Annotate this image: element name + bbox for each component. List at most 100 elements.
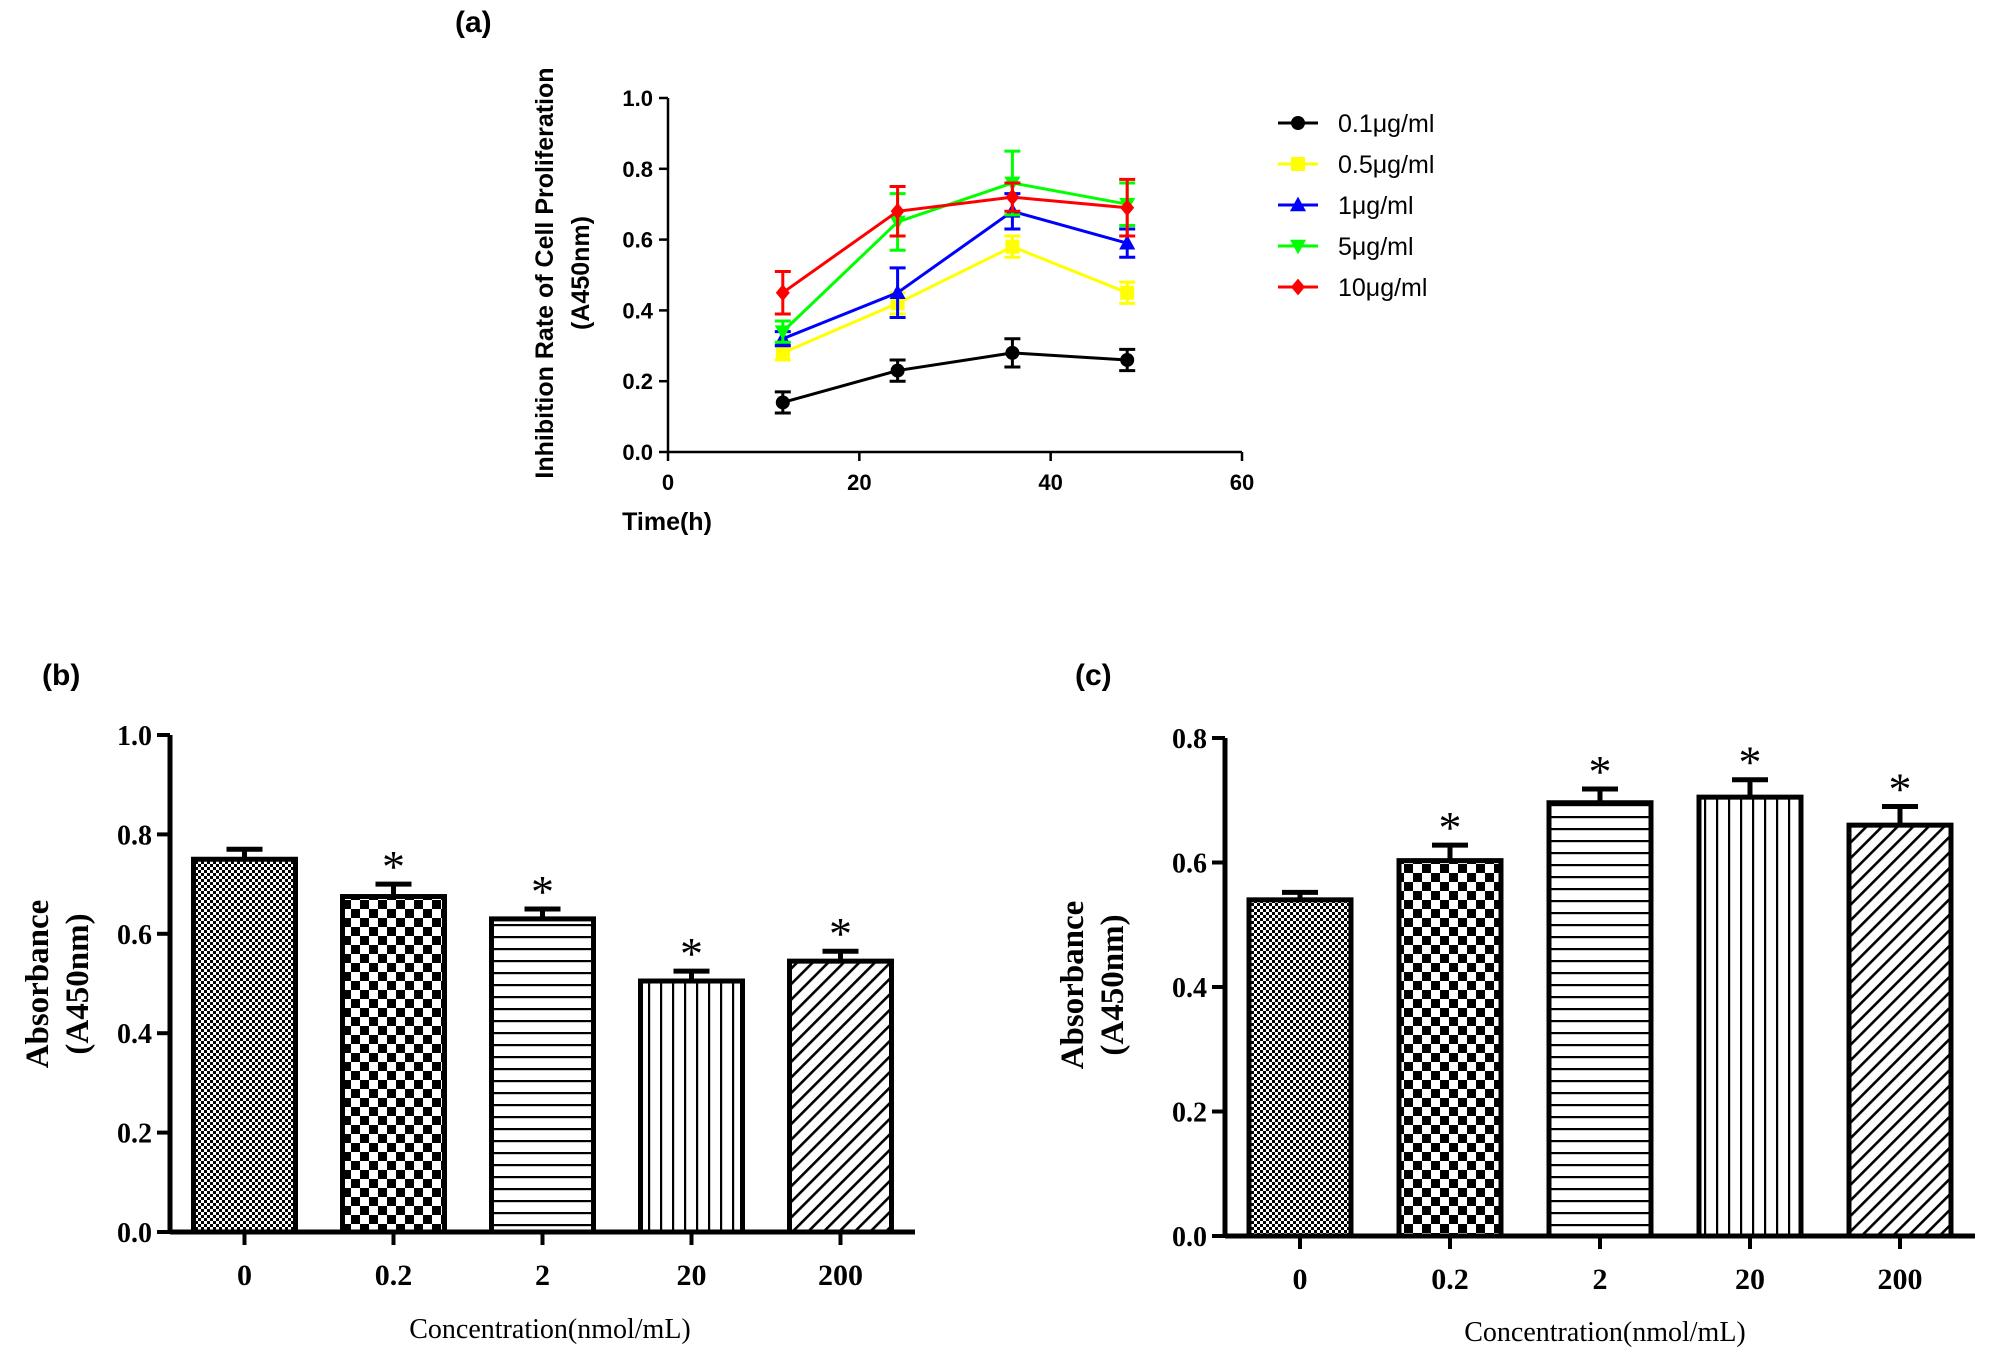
panel-a-y-tick-label: 0.0 — [622, 440, 653, 465]
panel-a-x-tick-label: 60 — [1230, 470, 1254, 495]
panel-a-label: (a) — [455, 6, 492, 39]
bar — [340, 894, 447, 1235]
significance-asterisk: * — [1739, 737, 1762, 788]
panel-c-bars: * * * * — [1246, 737, 1954, 1239]
bar — [489, 916, 596, 1235]
panel-a-legend-label: 5μg/ml — [1338, 233, 1414, 261]
panel-a-y-tick-label: 1.0 — [622, 86, 653, 111]
panel-a-data-point — [775, 345, 790, 360]
panel-a-series — [774, 149, 1136, 415]
panel-a-series-line — [781, 195, 1128, 294]
bar — [1846, 822, 1954, 1239]
panel-c-bar-chart: (c) 0.0 0.2 0.4 0.6 0.8 0 0.2 2 20 200 * * * * Conce… — [1055, 659, 1975, 1348]
panel-a-legend-label: 0.5μg/ml — [1338, 151, 1434, 179]
panel-a-series-group — [774, 192, 1136, 348]
panel-a-y-axis-label-line1: Inhibition Rate of Cell Proliferation — [531, 67, 559, 478]
panel-a-series-group — [774, 177, 1136, 316]
panel-a-series-line — [781, 181, 1128, 333]
panel-b-bars: * * * * — [191, 841, 894, 1235]
panel-a-x-tick-label: 0 — [662, 470, 674, 495]
panel-a-y-tick-label: 0.4 — [622, 298, 653, 323]
panel-a-line-chart: (a) 0.0 0.2 0.4 0.6 0.8 1.0 0 20 40 60 Time(h) I… — [455, 6, 1434, 536]
significance-asterisk: * — [382, 841, 405, 892]
panel-a-legend-marker — [1291, 278, 1305, 296]
panel-b-bar-chart: (b) 0.0 0.2 0.4 0.6 0.8 1.0 0 0.2 2 20 200 * * * * Co… — [20, 659, 915, 1345]
panel-a-y-tick-label: 0.6 — [622, 228, 653, 253]
bar — [638, 978, 745, 1235]
significance-asterisk: * — [1439, 802, 1462, 853]
panel-c-y-axis-label-line1: Absorbance — [1055, 901, 1091, 1070]
y-tick-label: 0.2 — [117, 1119, 152, 1150]
panel-a-series-group — [774, 337, 1136, 415]
y-tick-label: 0.4 — [117, 1019, 152, 1050]
y-tick-label: 0.0 — [117, 1218, 152, 1249]
panel-c-label: (c) — [1075, 659, 1112, 692]
x-tick-label: 0.2 — [375, 1259, 413, 1292]
y-tick-label: 0.6 — [117, 920, 152, 951]
panel-a-axes — [666, 98, 1242, 454]
panel-a-legend-label: 0.1μg/ml — [1338, 110, 1434, 138]
panel-a-y-ticks: 0.0 0.2 0.4 0.6 0.8 1.0 — [622, 86, 668, 465]
panel-a-data-point — [1119, 234, 1136, 250]
panel-a-legend: 0.1μg/ml 0.5μg/ml 1μg/ml 5μg/ml 10μg/ml — [1278, 110, 1434, 302]
x-tick-label: 2 — [535, 1259, 550, 1292]
panel-b-x-axis-label: Concentration(nmol/mL) — [409, 1314, 691, 1345]
bar — [1546, 800, 1654, 1239]
panel-b-y-axis-label-line2: (A450nm) — [60, 913, 96, 1054]
significance-asterisk: * — [531, 866, 554, 917]
panel-a-data-point — [1120, 352, 1135, 367]
panel-a-x-ticks: 0 20 40 60 — [662, 452, 1254, 495]
panel-b-y-axis-label-line1: Absorbance — [20, 900, 56, 1069]
panel-a-series-line — [782, 351, 1128, 404]
y-tick-label: 1.0 — [117, 721, 152, 752]
y-tick-label: 0.6 — [1172, 849, 1207, 880]
panel-a-data-point — [774, 325, 791, 341]
panel-a-legend-marker — [1289, 239, 1307, 255]
panel-a-data-point — [1005, 239, 1020, 254]
x-tick-label: 0 — [1293, 1263, 1308, 1296]
panel-a-data-point — [1120, 285, 1135, 300]
significance-asterisk: * — [1889, 763, 1912, 814]
panel-a-series-line — [782, 209, 1128, 341]
panel-a-y-tick-label: 0.8 — [622, 157, 653, 182]
x-tick-label: 0 — [237, 1259, 252, 1292]
bar — [1696, 794, 1804, 1239]
panel-a-data-point — [775, 284, 790, 302]
bar — [1246, 897, 1354, 1239]
panel-a-series-line — [782, 245, 1128, 355]
significance-asterisk: * — [680, 928, 703, 979]
x-tick-label: 0.2 — [1431, 1263, 1469, 1296]
panel-a-data-point — [1005, 345, 1020, 360]
panel-c-y-axis-label-line2: (A450nm) — [1095, 914, 1131, 1055]
bar — [1396, 858, 1504, 1239]
y-tick-label: 0.8 — [117, 820, 152, 851]
significance-asterisk: * — [1589, 746, 1612, 797]
x-tick-label: 20 — [677, 1259, 707, 1292]
panel-a-legend-marker — [1289, 196, 1307, 212]
panel-a-legend-marker — [1291, 116, 1305, 130]
panel-a-data-point — [889, 284, 906, 299]
panel-a-series-group — [774, 234, 1136, 362]
x-tick-label: 2 — [1593, 1263, 1608, 1296]
panel-a-legend-marker — [1291, 157, 1305, 171]
x-tick-label: 200 — [1878, 1263, 1923, 1296]
y-tick-label: 0.4 — [1172, 973, 1207, 1004]
panel-b-label: (b) — [42, 659, 80, 692]
panel-c-x-axis-label: Concentration(nmol/mL) — [1464, 1317, 1746, 1348]
significance-asterisk: * — [829, 908, 852, 959]
panel-a-series-group — [774, 149, 1136, 344]
y-tick-label: 0.2 — [1172, 1098, 1207, 1129]
panel-a-data-point — [1005, 188, 1020, 206]
panel-a-data-point — [890, 363, 905, 378]
panel-a-data-point — [775, 395, 790, 410]
panel-a-y-axis-label-line2: (A450nm) — [567, 216, 595, 330]
panel-a-legend-label: 10μg/ml — [1338, 274, 1427, 302]
panel-a-legend-label: 1μg/ml — [1338, 192, 1414, 220]
y-tick-label: 0.0 — [1172, 1222, 1207, 1253]
bar — [787, 958, 894, 1235]
panel-a-x-axis-label: Time(h) — [622, 508, 712, 536]
bar — [191, 856, 298, 1235]
x-tick-label: 200 — [818, 1259, 863, 1292]
panel-a-x-tick-label: 40 — [1038, 470, 1062, 495]
